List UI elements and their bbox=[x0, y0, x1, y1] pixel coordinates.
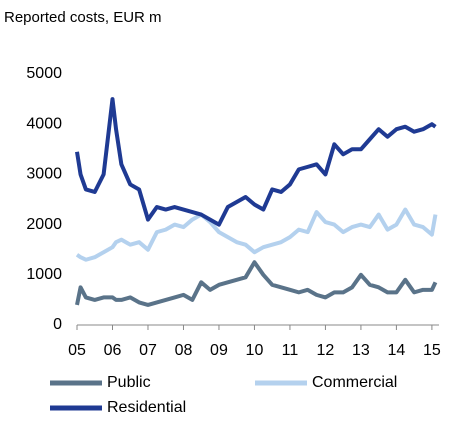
x-tick-label: 07 bbox=[139, 342, 157, 359]
x-tick-label: 08 bbox=[175, 342, 193, 359]
x-tick-label: 05 bbox=[68, 342, 86, 359]
legend-label: Commercial bbox=[312, 374, 397, 391]
y-tick-label: 2000 bbox=[26, 216, 62, 233]
x-tick-label: 10 bbox=[246, 342, 264, 359]
legend-label: Public bbox=[107, 374, 151, 391]
series-line bbox=[75, 97, 437, 227]
y-tick-label: 5000 bbox=[26, 65, 62, 82]
x-tick-label: 06 bbox=[104, 342, 122, 359]
x-tick-label: 09 bbox=[210, 342, 228, 359]
y-tick-label: 1000 bbox=[26, 266, 62, 283]
series-line bbox=[75, 207, 438, 262]
x-tick-label: 14 bbox=[388, 342, 406, 359]
y-tick-label: 4000 bbox=[26, 115, 62, 132]
x-tick-label: 11 bbox=[282, 342, 299, 359]
y-tick-label: 0 bbox=[53, 316, 62, 333]
series-line bbox=[75, 260, 438, 307]
y-tick-label: 3000 bbox=[26, 166, 62, 183]
chart-title: Reported costs, EUR m bbox=[4, 9, 162, 26]
legend-label: Residential bbox=[107, 399, 186, 416]
x-tick-label: 15 bbox=[423, 342, 441, 359]
x-tick-label: 12 bbox=[317, 342, 335, 359]
x-tick-label: 13 bbox=[352, 342, 370, 359]
